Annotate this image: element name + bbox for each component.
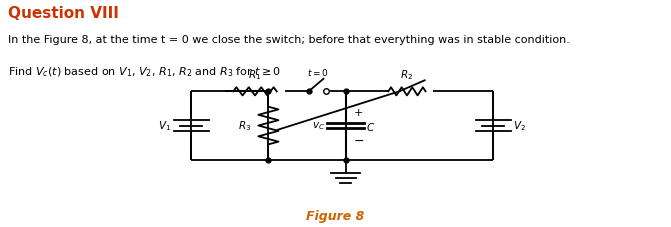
Text: Question VIII: Question VIII	[8, 6, 119, 21]
Text: $V_2$: $V_2$	[513, 119, 526, 133]
Text: $t=0$: $t=0$	[307, 66, 328, 77]
Text: $V_1$: $V_1$	[158, 119, 171, 133]
Text: +: +	[354, 107, 363, 117]
Text: $v_C$: $v_C$	[312, 120, 325, 132]
Text: In the Figure 8, at the time t = 0 we close the switch; before that everything w: In the Figure 8, at the time t = 0 we cl…	[8, 35, 570, 45]
Text: $C$: $C$	[366, 120, 375, 132]
Text: Find $V_c(t)$ based on $V_1$, $V_2$, $R_1$, $R_2$ and $R_3$ for $t \geq 0$: Find $V_c(t)$ based on $V_1$, $V_2$, $R_…	[8, 65, 281, 78]
Text: −: −	[354, 134, 364, 147]
Text: $R_3$: $R_3$	[238, 119, 252, 133]
Text: Figure 8: Figure 8	[307, 210, 364, 222]
Text: $R_1$: $R_1$	[248, 68, 262, 82]
Text: $R_2$: $R_2$	[401, 68, 413, 82]
